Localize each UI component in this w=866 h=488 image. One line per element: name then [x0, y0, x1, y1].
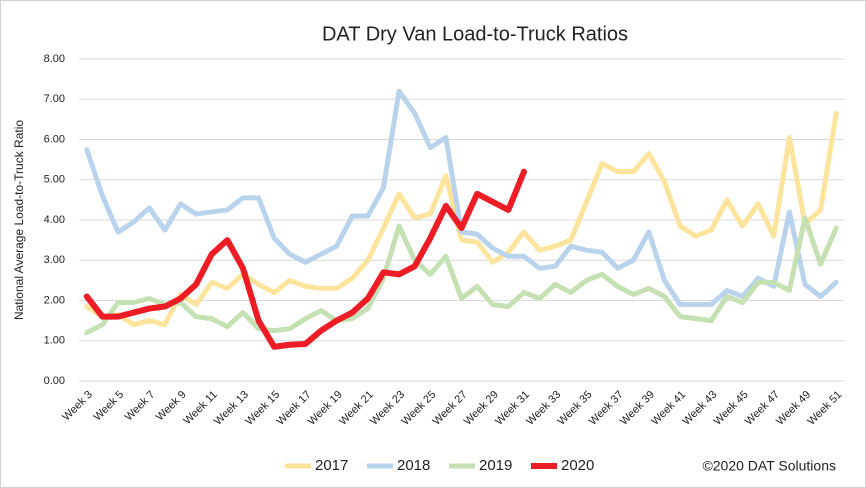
legend-label: 2020 [561, 457, 594, 474]
y-tick-label: 4.00 [44, 214, 65, 226]
legend-label: 2018 [397, 457, 430, 474]
series-line [83, 168, 527, 350]
y-tick-label: 3.00 [44, 254, 65, 266]
legend-label: 2017 [315, 457, 348, 474]
y-tick-label: 6.00 [44, 133, 65, 145]
y-tick-label: 2.00 [44, 294, 65, 306]
copyright: ©2020 DAT Solutions [702, 458, 836, 474]
y-tick-label: 7.00 [44, 93, 65, 105]
y-tick-label: 1.00 [44, 335, 65, 347]
y-tick-label: 5.00 [44, 174, 65, 186]
chart-title: DAT Dry Van Load-to-Truck Ratios [322, 23, 628, 45]
legend-label: 2019 [479, 457, 512, 474]
series-line [84, 215, 839, 336]
series-line [84, 110, 839, 328]
series-line [84, 88, 839, 308]
y-axis-title: National Average Load-to-Truck Ratio [12, 120, 26, 320]
y-tick-label: 8.00 [44, 53, 65, 65]
y-tick-label: 0.00 [44, 375, 65, 387]
